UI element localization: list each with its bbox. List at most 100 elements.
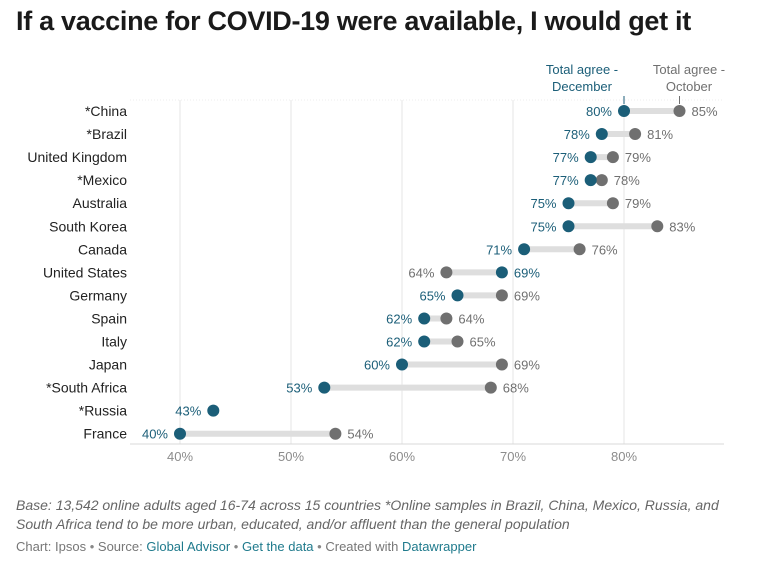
december-value-label: 62% [386,335,412,350]
december-dot [595,128,608,141]
legend-december-label: Total agree - [546,62,618,77]
october-value-label: 64% [458,311,484,326]
x-tick-label: 60% [389,449,415,464]
legend-october-label: October [666,79,713,94]
december-dot [584,174,597,187]
chart-row: *Brazil 78% 81% [87,126,674,142]
december-dot [518,243,531,256]
october-dot [495,289,508,302]
december-dot [174,427,186,440]
datawrapper-link[interactable]: Datawrapper [401,539,477,554]
created-with-prefix: Created with [325,539,399,554]
x-tick-label: 80% [611,449,637,464]
december-dot [618,105,630,117]
chart-row: Australia 75% 79% [73,195,652,211]
source-prefix: Source: [97,539,143,554]
october-dot [451,335,464,348]
december-value-label: 77% [553,173,579,188]
chart-rows: *China 80% 85% *Brazil 78% 81% United Kingdom 7… [27,103,718,442]
legend: Total agree - December Total agree - Octobe… [546,62,725,104]
country-label: *South Africa [46,380,127,396]
december-value-label: 40% [142,427,168,442]
october-dot [573,243,586,256]
country-label: Italy [101,334,127,350]
october-value-label: 69% [514,288,540,303]
october-value-label: 68% [503,381,529,396]
footer-separator: • [89,539,95,554]
country-label: *Mexico [77,172,127,188]
chart-row: Spain 62% 64% [91,310,485,326]
december-dot [396,358,408,371]
december-dot [418,312,431,325]
chart-row: Japan 60% 69% [89,357,541,373]
country-label: *Russia [79,403,127,419]
december-dot [584,151,597,164]
december-value-label: 71% [486,242,512,257]
december-value-label: 60% [364,358,390,373]
chart-row: *Russia 43% [79,403,220,419]
october-value-label: 78% [614,173,640,188]
october-dot [329,427,342,440]
december-dot [562,220,575,233]
dot-plot-chart: Total agree - December Total agree - Octobe… [27,62,725,464]
october-value-label: 83% [669,219,695,234]
chart-row: *South Africa 53% 68% [46,380,529,396]
december-value-label: 62% [386,311,412,326]
country-label: Germany [69,287,127,303]
october-value-label: 64% [408,265,434,280]
october-value-label: 79% [625,196,651,211]
x-tick-label: 70% [500,449,526,464]
legend-october-label: Total agree - [653,62,725,77]
october-value-label: 79% [625,150,651,165]
october-dot [495,358,508,371]
december-value-label: 69% [514,265,540,280]
footer-separator: • [233,539,239,554]
december-value-label: 78% [564,127,590,142]
october-dot [673,105,686,117]
country-label: United Kingdom [27,149,127,165]
october-dot [606,197,619,210]
december-dot [495,266,508,279]
country-label: *Brazil [87,126,127,142]
october-value-label: 85% [692,104,718,119]
december-dot [562,197,575,210]
october-value-label: 76% [592,242,618,257]
country-label: Canada [78,241,127,257]
october-dot [595,174,608,187]
chart-row: United Kingdom 77% 79% [27,149,651,165]
october-dot [651,220,664,233]
chart-row: Germany 65% 69% [69,287,540,303]
october-value-label: 81% [647,127,673,142]
october-dot [440,312,453,325]
december-dot [418,335,431,348]
october-value-label: 65% [470,335,496,350]
december-value-label: 75% [530,196,556,211]
legend-december-label: December [552,79,613,94]
december-value-label: 65% [419,288,445,303]
country-label: France [83,426,127,442]
october-value-label: 54% [347,427,373,442]
country-label: Spain [91,310,127,326]
country-label: Australia [73,195,128,211]
country-label: *China [85,103,127,119]
source-link[interactable]: Global Advisor [146,539,231,554]
october-dot [629,128,642,141]
chart-row: Italy 62% 65% [101,334,496,350]
country-label: Japan [89,357,127,373]
december-dot [451,289,464,302]
get-data-link[interactable]: Get the data [241,539,314,554]
footer-separator: • [317,539,322,554]
chart-credit: Chart: Ipsos [16,539,87,554]
country-label: South Korea [49,218,127,234]
chart-notes: Base: 13,542 online adults aged 16-74 ac… [16,497,719,532]
october-value-label: 69% [514,358,540,373]
december-value-label: 75% [530,219,556,234]
december-value-label: 80% [586,104,612,119]
october-dot [484,381,497,394]
x-axis: 40% 50% 60% 70% 80% [130,443,724,464]
december-value-label: 53% [286,381,312,396]
x-tick-label: 50% [278,449,304,464]
december-value-label: 43% [175,404,201,419]
country-label: United States [43,264,127,280]
chart-row: United States 69% 64% [43,264,540,280]
